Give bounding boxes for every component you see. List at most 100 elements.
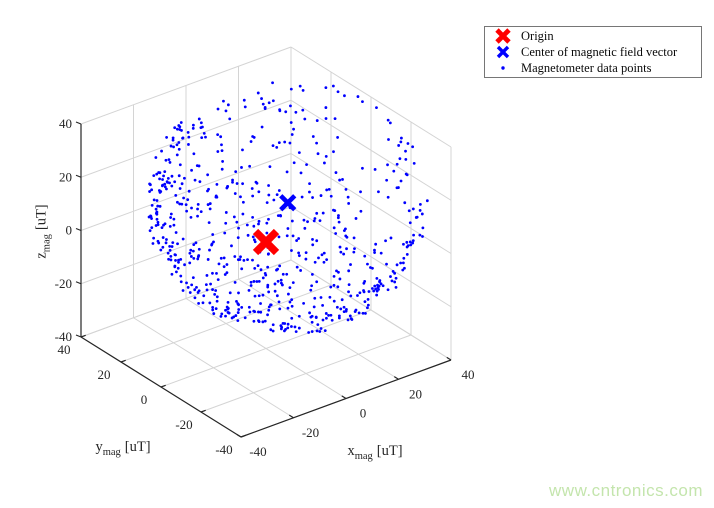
data-point [331,84,335,88]
data-point [232,215,236,219]
data-point [378,279,382,282]
data-point [267,184,270,187]
data-point [200,136,204,139]
data-point [315,119,319,122]
data-point [276,279,280,283]
data-point [148,229,152,233]
data-point [278,307,282,311]
data-point [233,192,237,195]
data-point [359,209,363,213]
data-point [201,125,204,129]
data-point [228,291,232,295]
data-point [190,168,193,172]
data-point [247,305,251,309]
data-point [324,117,328,120]
data-point [239,195,242,199]
data-point [207,187,210,191]
data-point [269,328,273,332]
data-point [167,158,171,162]
data-point [411,239,415,243]
data-point [379,251,383,255]
data-point [325,316,328,320]
data-point [292,161,296,165]
data-point [174,231,178,234]
data-point [303,226,307,230]
data-point [257,222,260,226]
data-point [243,316,247,320]
data-point [171,241,175,245]
data-point [358,291,362,295]
data-point [336,216,340,220]
data-point [394,286,398,289]
data-point [391,269,395,273]
data-point [292,127,295,131]
tick-label: -40 [55,329,72,344]
data-point [353,247,356,251]
data-point [336,285,340,289]
data-point [249,140,253,143]
data-point [395,263,399,267]
data-point [318,219,322,223]
data-point [239,255,242,259]
data-point [180,182,184,186]
data-point [345,247,348,251]
data-point [252,319,256,323]
data-point [156,239,160,243]
tick-label: 20 [98,367,111,382]
data-point [288,286,292,290]
y-axis-label: ymag [uT] [63,439,183,458]
data-point [315,141,318,145]
data-point [213,292,217,296]
data-point [279,281,283,285]
data-point [324,312,328,315]
data-point [367,290,371,293]
data-point [337,314,341,318]
data-point [225,305,229,309]
data-point [387,138,390,141]
data-point [302,218,306,222]
data-point [324,86,328,90]
data-point [191,123,195,127]
data-point [206,258,210,261]
data-point [240,267,244,271]
data-point [313,217,317,220]
data-point [155,217,159,221]
data-point [418,202,422,206]
data-point [288,141,292,145]
data-point [251,258,254,262]
data-point [321,318,325,322]
data-point [314,316,318,319]
data-point [301,108,305,112]
data-point [178,125,182,129]
data-point [354,217,358,220]
data-point [237,291,240,295]
data-point [390,279,394,283]
data-point [219,135,223,139]
data-point [356,95,360,98]
data-point [158,177,162,181]
data-point [279,214,283,218]
tick-label: 20 [59,169,72,184]
data-point [389,275,392,278]
data-point [187,143,190,146]
data-point [285,170,289,174]
tick-label: 40 [59,116,72,131]
data-point [386,118,390,122]
data-point [319,194,323,197]
data-point [169,258,173,262]
data-point [281,272,285,276]
x-marker [279,194,297,212]
data-point [337,316,341,320]
data-point [344,187,348,191]
data-point [163,182,167,186]
data-point [369,266,372,269]
data-point [191,249,195,253]
data-point [408,221,412,225]
data-point [173,180,177,184]
data-point [332,283,336,287]
data-point [405,240,409,244]
data-point [224,308,227,312]
data-point [169,212,173,216]
data-point [173,253,177,257]
data-point [325,258,329,262]
